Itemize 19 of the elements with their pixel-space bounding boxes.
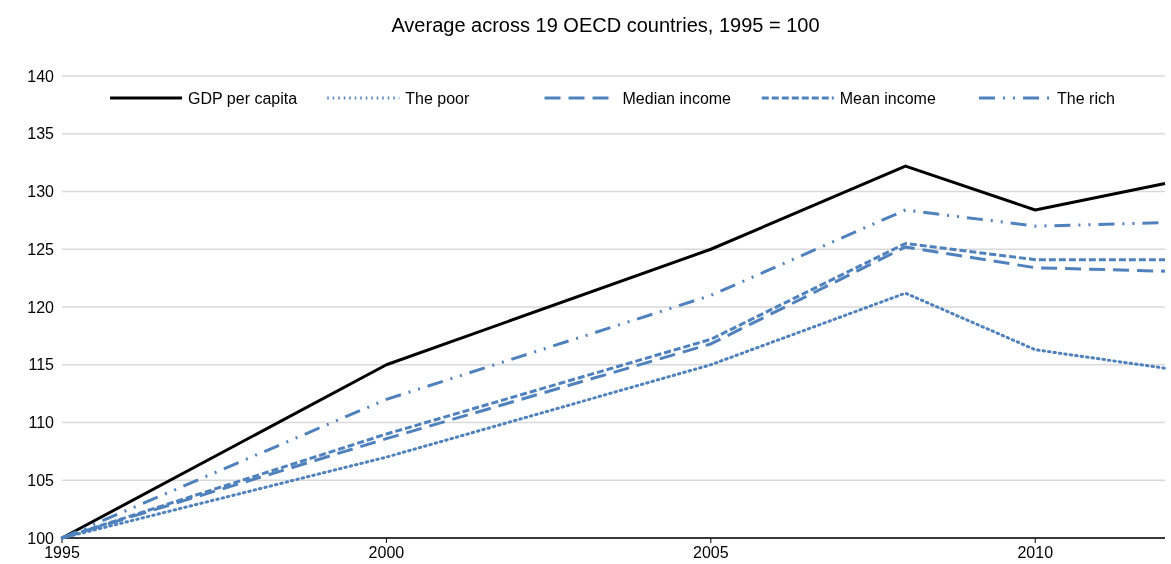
legend-label: Median income <box>622 89 732 107</box>
y-tick-label: 130 <box>27 183 55 201</box>
y-tick-label: 100 <box>27 529 55 547</box>
y-tick-label: 105 <box>27 471 55 489</box>
y-tick-label: 115 <box>28 356 55 374</box>
legend-label: The poor <box>405 89 470 107</box>
x-tick-label: 2010 <box>1017 544 1054 561</box>
y-tick-label: 125 <box>27 240 55 258</box>
chart-title: Average across 19 OECD countries, 1995 = 100 <box>391 14 820 36</box>
legend-label: The rich <box>1057 89 1115 107</box>
x-tick-label: 2005 <box>693 544 729 561</box>
y-tick-label: 140 <box>27 67 55 85</box>
legend-label: Mean income <box>839 89 936 107</box>
legend-label: GDP per capita <box>188 89 298 107</box>
x-tick-label: 1995 <box>44 544 80 561</box>
y-tick-label: 120 <box>27 298 55 316</box>
x-tick-label: 2000 <box>368 544 405 561</box>
y-tick-label: 135 <box>27 125 55 143</box>
y-tick-label: 110 <box>28 414 55 432</box>
